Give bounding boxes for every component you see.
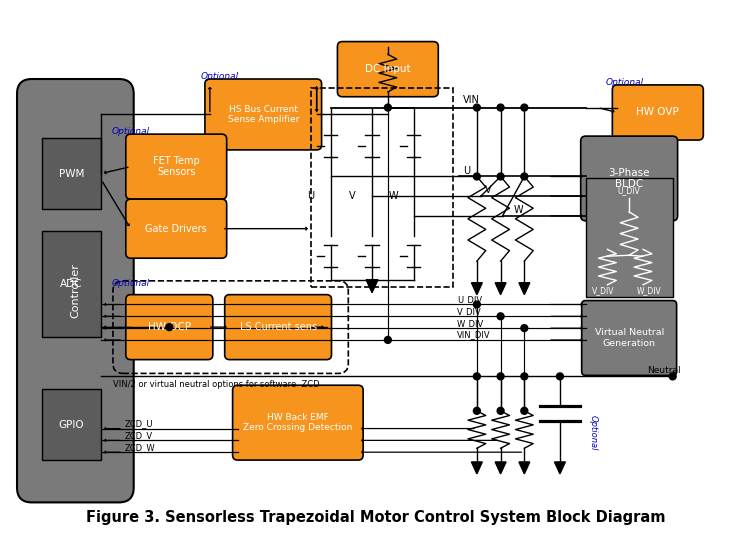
Text: ZCD_V: ZCD_V (125, 431, 153, 440)
Polygon shape (472, 283, 482, 295)
Circle shape (473, 104, 481, 111)
Bar (42, 231, 101, 337)
Circle shape (521, 104, 528, 111)
Circle shape (497, 373, 504, 380)
Text: GPIO: GPIO (59, 420, 84, 430)
Bar (42, 389, 101, 460)
FancyBboxPatch shape (337, 42, 439, 97)
Text: FET Temp
Sensors: FET Temp Sensors (153, 156, 200, 178)
Text: Optional: Optional (112, 127, 149, 136)
Bar (42, 138, 101, 209)
Text: PWM: PWM (59, 168, 84, 179)
Bar (311, 88, 453, 287)
Circle shape (473, 407, 481, 414)
Text: Optional: Optional (112, 279, 149, 288)
Text: U: U (307, 191, 314, 201)
Circle shape (521, 325, 528, 332)
Polygon shape (366, 280, 378, 293)
Text: V: V (485, 185, 492, 195)
Polygon shape (495, 462, 506, 474)
Text: Figure 3. Sensorless Trapezoidal Motor Control System Block Diagram: Figure 3. Sensorless Trapezoidal Motor C… (86, 510, 665, 525)
Circle shape (497, 313, 504, 320)
Polygon shape (495, 283, 506, 295)
Text: HW OVP: HW OVP (636, 108, 679, 117)
Circle shape (385, 337, 391, 343)
Text: Virtual Neutral
Generation: Virtual Neutral Generation (595, 329, 664, 348)
Text: Controller: Controller (71, 263, 80, 318)
FancyBboxPatch shape (126, 199, 227, 258)
Circle shape (497, 173, 504, 180)
Circle shape (669, 373, 676, 380)
FancyBboxPatch shape (205, 79, 321, 150)
Text: W_DIV: W_DIV (457, 319, 484, 327)
Text: Optional: Optional (589, 415, 598, 450)
Text: ADC: ADC (60, 279, 83, 289)
Circle shape (473, 373, 481, 380)
Circle shape (521, 173, 528, 180)
Text: U: U (463, 166, 471, 175)
FancyBboxPatch shape (17, 79, 134, 502)
FancyBboxPatch shape (582, 300, 677, 375)
Text: LS Current sens: LS Current sens (240, 322, 317, 332)
Text: V_DIV: V_DIV (593, 286, 614, 295)
Circle shape (473, 301, 481, 308)
Text: ZCD_U: ZCD_U (125, 419, 153, 428)
Text: U_DIV: U_DIV (457, 295, 482, 304)
Text: VIN: VIN (463, 94, 479, 105)
Circle shape (166, 324, 173, 331)
Bar (586, 179, 673, 296)
Circle shape (497, 407, 504, 414)
FancyBboxPatch shape (581, 136, 677, 221)
FancyBboxPatch shape (126, 295, 213, 359)
Text: VIN/2 or virtual neutral options for software  ZCD: VIN/2 or virtual neutral options for sof… (113, 380, 320, 389)
Text: W: W (514, 205, 523, 215)
Circle shape (497, 104, 504, 111)
Text: DC Input: DC Input (365, 64, 411, 74)
FancyBboxPatch shape (233, 385, 363, 460)
Text: Neutral: Neutral (647, 366, 680, 375)
Text: Gate Drivers: Gate Drivers (146, 224, 207, 233)
Text: 3-Phase
BLDC: 3-Phase BLDC (608, 168, 650, 190)
FancyBboxPatch shape (225, 295, 331, 359)
Polygon shape (472, 462, 482, 474)
Text: U_DIV: U_DIV (618, 186, 641, 195)
Circle shape (473, 173, 481, 180)
Text: HW OCP: HW OCP (148, 322, 191, 332)
Circle shape (556, 373, 563, 380)
Circle shape (521, 373, 528, 380)
Circle shape (521, 407, 528, 414)
Polygon shape (519, 462, 529, 474)
Polygon shape (519, 283, 529, 295)
FancyBboxPatch shape (126, 134, 227, 199)
Text: Optional: Optional (606, 78, 644, 87)
Text: W_DIV: W_DIV (637, 286, 662, 295)
Text: HS Bus Current
Sense Amplifier: HS Bus Current Sense Amplifier (228, 105, 299, 124)
Circle shape (385, 104, 391, 111)
FancyBboxPatch shape (612, 85, 704, 140)
Text: HW Back EMF
Zero Crossing Detection: HW Back EMF Zero Crossing Detection (243, 413, 352, 432)
Text: ZCD_W: ZCD_W (125, 443, 155, 452)
Text: Optional: Optional (201, 72, 239, 80)
Text: W: W (389, 191, 399, 201)
Text: VIN_DIV: VIN_DIV (457, 331, 490, 339)
Text: V_DIV: V_DIV (457, 307, 482, 316)
Polygon shape (554, 462, 566, 474)
Text: V: V (349, 191, 355, 201)
